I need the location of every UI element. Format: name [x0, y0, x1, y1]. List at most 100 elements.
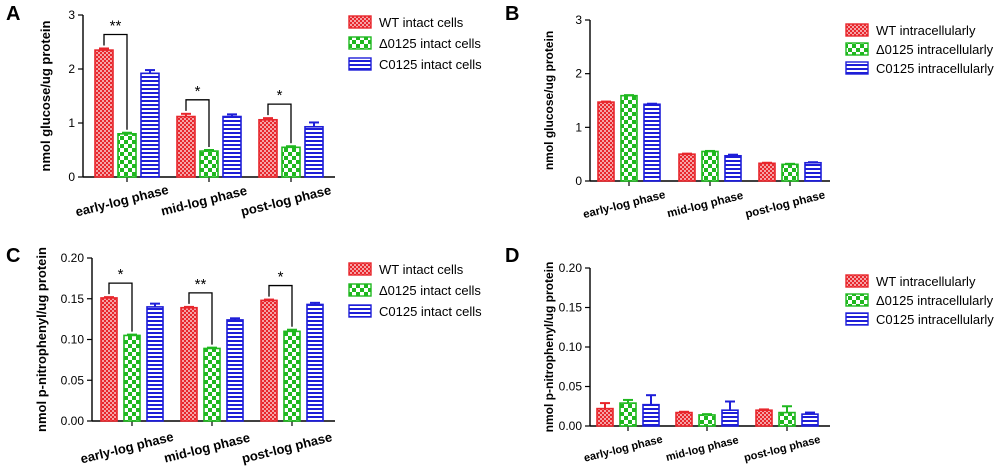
- bar-comp-3: [801, 413, 819, 427]
- bar-delta-3: [781, 163, 799, 182]
- bar-comp-2: [222, 115, 242, 178]
- legend-swatch-wt: [348, 262, 372, 276]
- significance-label: *: [118, 266, 124, 283]
- bar-wt-1: [596, 407, 614, 427]
- legend-swatch-comp: [348, 304, 372, 318]
- legend-swatch-delta: [348, 36, 372, 50]
- y-tick-label: 3: [68, 8, 75, 22]
- y-tick-label: 1: [575, 120, 582, 134]
- legend-swatch-comp: [845, 312, 869, 326]
- y-axis-title: nmol p-nitrophenyl/ug protein: [542, 262, 556, 433]
- y-axis-title: nmol p-nitrophenyl/ug protein: [34, 247, 49, 432]
- legend-swatch-wt: [845, 274, 869, 288]
- bar-comp-2: [724, 154, 742, 182]
- y-tick-label: 3: [575, 13, 582, 27]
- significance-bracket: [103, 33, 128, 130]
- y-axis-title: nmol glucose/ug protein: [542, 31, 556, 170]
- bar-comp-1: [643, 103, 661, 182]
- legend-swatch-delta: [348, 283, 372, 297]
- y-tick-label: 0: [68, 170, 75, 184]
- bar-wt-2: [176, 115, 196, 178]
- x-category-label: mid-log phase: [666, 190, 745, 221]
- x-category-label: post-log phase: [239, 182, 332, 219]
- panel-letter-a: A: [6, 3, 20, 25]
- panel-b: B 0 1 2 3 nmol glucose/ug protein early-log ph…: [505, 3, 994, 221]
- bar-wt-2: [675, 411, 693, 427]
- legend-swatch-delta: [845, 42, 869, 56]
- y-tick-label: 0.20: [559, 261, 583, 275]
- panel-letter-b: B: [505, 3, 519, 25]
- significance-label: **: [195, 276, 207, 293]
- bar-wt-2: [678, 153, 696, 182]
- bar-delta-2: [701, 150, 719, 182]
- significance-label: *: [278, 269, 284, 286]
- significance-bracket: [188, 292, 213, 345]
- legend-label-wt: WT intact cells: [379, 262, 464, 277]
- y-tick-label: 2: [68, 62, 75, 76]
- legend-swatch-delta: [845, 293, 869, 307]
- y-tick-label: 0.00: [61, 414, 85, 428]
- y-tick-label: 0.20: [61, 251, 85, 265]
- legend-swatch-comp: [348, 57, 372, 71]
- legend-label-delta: Δ0125 intracellularly: [876, 293, 994, 308]
- x-category-label: post-log phase: [240, 429, 333, 466]
- y-tick-label: 2: [575, 67, 582, 81]
- legend-label-wt: WT intracellularly: [876, 23, 976, 38]
- y-tick-label: 0.05: [61, 373, 85, 387]
- significance-bracket: [267, 103, 292, 144]
- y-tick-label: 0.10: [61, 333, 85, 347]
- legend-label-comp: C0125 intracellularly: [876, 61, 994, 76]
- legend-swatch-comp: [845, 61, 869, 75]
- bar-delta-1: [619, 402, 637, 427]
- bar-wt-3: [258, 118, 278, 178]
- bar-wt-1: [597, 101, 615, 182]
- legend-label-wt: WT intact cells: [379, 15, 464, 30]
- legend-swatch-wt: [845, 23, 869, 37]
- bar-wt-3: [758, 162, 776, 182]
- legend-label-delta: Δ0125 intracellularly: [876, 42, 994, 57]
- panel-c: C 0.00 0.05 0.10 0.15 0.20 nmol p-nitrophenyl/…: [6, 245, 482, 466]
- panel-letter-d: D: [505, 245, 519, 267]
- y-tick-label: 0.00: [559, 419, 583, 433]
- bar-comp-3: [304, 125, 324, 178]
- x-category-label: mid-log phase: [159, 183, 248, 219]
- x-category-label: post-log phase: [743, 434, 822, 465]
- bar-delta-3: [281, 146, 301, 178]
- significance-label: **: [110, 17, 122, 34]
- bar-delta-3: [778, 411, 796, 427]
- legend-label-delta: Δ0125 intact cells: [379, 283, 481, 298]
- x-category-label: post-log phase: [744, 189, 826, 220]
- bar-delta-2: [199, 150, 219, 178]
- y-tick-label: 0.10: [559, 340, 583, 354]
- bar-delta-2: [698, 414, 716, 427]
- significance-bracket: [108, 282, 133, 332]
- bar-delta-1: [123, 334, 141, 422]
- y-tick-label: 0.15: [61, 292, 85, 306]
- x-category-label: early-log phase: [583, 434, 664, 465]
- x-category-label: early-log phase: [74, 182, 170, 220]
- x-category-label: mid-log phase: [665, 434, 740, 464]
- y-tick-label: 0.05: [559, 380, 583, 394]
- bar-comp-2: [721, 409, 739, 427]
- bar-comp-2: [226, 319, 244, 422]
- legend-label-comp: C0125 intracellularly: [876, 312, 994, 327]
- bar-delta-1: [117, 133, 137, 178]
- legend-label-comp: C0125 intact cells: [379, 304, 482, 319]
- legend-label-wt: WT intracellularly: [876, 274, 976, 289]
- x-category-label: early-log phase: [79, 429, 175, 467]
- bar-wt-1: [100, 297, 118, 422]
- bar-comp-1: [146, 306, 164, 422]
- bar-comp-3: [306, 303, 324, 422]
- bar-wt-1: [94, 49, 114, 178]
- legend-label-comp: C0125 intact cells: [379, 57, 482, 72]
- y-tick-label: 0.15: [559, 301, 583, 315]
- panel-letter-c: C: [6, 245, 20, 267]
- bar-wt-3: [755, 409, 773, 427]
- y-tick-label: 0: [575, 174, 582, 188]
- significance-bracket: [268, 284, 293, 327]
- legend-swatch-wt: [348, 15, 372, 29]
- legend-label-delta: Δ0125 intact cells: [379, 36, 481, 51]
